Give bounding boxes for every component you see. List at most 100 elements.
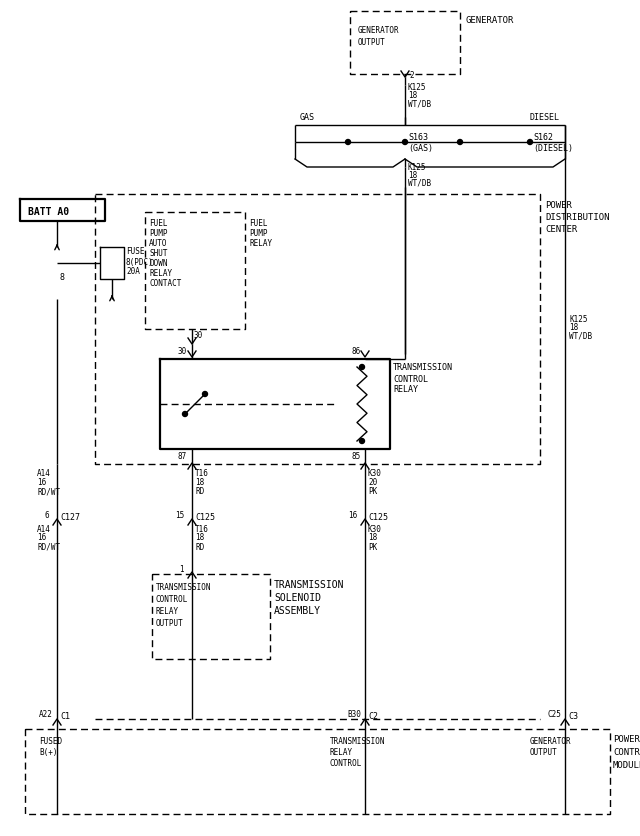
Text: FUEL: FUEL <box>149 218 168 227</box>
Text: 18: 18 <box>368 533 377 542</box>
Text: 2: 2 <box>409 70 413 79</box>
Text: OUTPUT: OUTPUT <box>156 619 184 628</box>
Text: RELAY: RELAY <box>149 268 172 278</box>
Text: B(+): B(+) <box>39 747 58 757</box>
Text: 16: 16 <box>348 511 357 520</box>
Text: RELAY: RELAY <box>156 607 179 616</box>
Text: K30: K30 <box>368 524 382 533</box>
Text: TRANSMISSION: TRANSMISSION <box>274 579 344 589</box>
Text: K125: K125 <box>569 315 588 324</box>
Text: WT/DB: WT/DB <box>408 99 431 109</box>
Text: DOWN: DOWN <box>149 258 168 268</box>
Text: GENERATOR: GENERATOR <box>358 25 399 34</box>
Circle shape <box>403 140 408 145</box>
Text: S162: S162 <box>533 132 553 141</box>
Text: 8(PDC): 8(PDC) <box>126 257 154 266</box>
Text: 20A: 20A <box>126 268 140 276</box>
Text: 8: 8 <box>59 273 64 283</box>
Text: 18: 18 <box>408 171 417 179</box>
Text: RELAY: RELAY <box>330 747 353 757</box>
Text: RELAY: RELAY <box>249 238 272 247</box>
Text: OUTPUT: OUTPUT <box>530 747 557 757</box>
Circle shape <box>182 412 188 417</box>
Text: CENTER: CENTER <box>545 224 577 233</box>
Text: SHUT: SHUT <box>149 248 168 257</box>
Text: B30: B30 <box>347 710 361 719</box>
Text: CONTROL: CONTROL <box>613 747 640 757</box>
Text: GENERATOR: GENERATOR <box>530 737 572 746</box>
Text: 18: 18 <box>569 323 579 332</box>
Text: DISTRIBUTION: DISTRIBUTION <box>545 212 609 222</box>
Circle shape <box>202 392 207 397</box>
Text: GAS: GAS <box>300 114 315 122</box>
Text: POWERTRAIN: POWERTRAIN <box>613 735 640 743</box>
Text: TRANSMISSION: TRANSMISSION <box>393 363 453 372</box>
Text: 16: 16 <box>37 478 46 487</box>
Text: 1: 1 <box>179 563 184 573</box>
Text: 18: 18 <box>408 91 417 100</box>
Text: POWER: POWER <box>545 201 572 209</box>
Text: A14: A14 <box>37 524 51 533</box>
Text: C25: C25 <box>547 710 561 719</box>
Text: 18: 18 <box>195 478 204 487</box>
Text: CONTROL: CONTROL <box>393 374 428 383</box>
Text: K30: K30 <box>368 469 382 478</box>
Text: FUEL: FUEL <box>249 218 268 227</box>
Text: C1: C1 <box>60 711 70 721</box>
Text: SOLENOID: SOLENOID <box>274 592 321 602</box>
Text: C127: C127 <box>60 512 80 521</box>
Text: RD: RD <box>195 542 204 551</box>
Text: 30: 30 <box>178 347 188 356</box>
Text: AUTO: AUTO <box>149 238 168 247</box>
Text: 86: 86 <box>351 347 360 356</box>
Circle shape <box>346 140 351 145</box>
Text: C2: C2 <box>368 711 378 721</box>
Text: CONTACT: CONTACT <box>149 278 181 287</box>
Text: TRANSMISSION: TRANSMISSION <box>156 583 211 592</box>
Text: GENERATOR: GENERATOR <box>465 16 513 24</box>
Text: PK: PK <box>368 542 377 551</box>
Text: 85: 85 <box>351 452 360 461</box>
Text: CONTROL: CONTROL <box>156 594 188 604</box>
Text: K125: K125 <box>408 162 426 171</box>
Text: C3: C3 <box>568 711 578 721</box>
Text: 20: 20 <box>368 478 377 487</box>
Text: WT/DB: WT/DB <box>408 178 431 187</box>
Text: 87: 87 <box>178 452 188 461</box>
Circle shape <box>458 140 463 145</box>
Text: WT/DB: WT/DB <box>569 331 592 340</box>
Text: RD: RD <box>195 487 204 496</box>
Text: BATT A0: BATT A0 <box>28 206 69 217</box>
Text: 16: 16 <box>37 533 46 542</box>
Text: (DIESEL): (DIESEL) <box>533 143 573 152</box>
Text: 18: 18 <box>195 533 204 542</box>
Text: FUSE: FUSE <box>126 247 145 256</box>
Text: ASSEMBLY: ASSEMBLY <box>274 605 321 615</box>
Text: RELAY: RELAY <box>393 385 418 394</box>
Text: FUSED: FUSED <box>39 737 62 746</box>
Text: A14: A14 <box>37 469 51 478</box>
Circle shape <box>360 365 365 370</box>
Circle shape <box>360 439 365 444</box>
Text: T16: T16 <box>195 524 209 533</box>
Text: TRANSMISSION: TRANSMISSION <box>330 737 385 746</box>
Text: OUTPUT: OUTPUT <box>358 38 386 47</box>
Text: RD/WT: RD/WT <box>37 542 60 551</box>
Circle shape <box>527 140 532 145</box>
Text: MODULE: MODULE <box>613 761 640 770</box>
Text: 6: 6 <box>44 511 49 520</box>
Text: C125: C125 <box>195 512 215 521</box>
Text: A22: A22 <box>39 710 53 719</box>
Text: T16: T16 <box>195 469 209 478</box>
Text: PUMP: PUMP <box>149 228 168 237</box>
Text: RD/WT: RD/WT <box>37 487 60 496</box>
Text: PK: PK <box>368 487 377 496</box>
Text: 30: 30 <box>194 330 204 339</box>
Text: CONTROL: CONTROL <box>330 758 362 767</box>
Text: (GAS): (GAS) <box>408 143 433 152</box>
Text: K125: K125 <box>408 84 426 93</box>
Text: DIESEL: DIESEL <box>530 114 560 122</box>
Text: C125: C125 <box>368 512 388 521</box>
Text: PUMP: PUMP <box>249 228 268 237</box>
Text: S163: S163 <box>408 132 428 141</box>
